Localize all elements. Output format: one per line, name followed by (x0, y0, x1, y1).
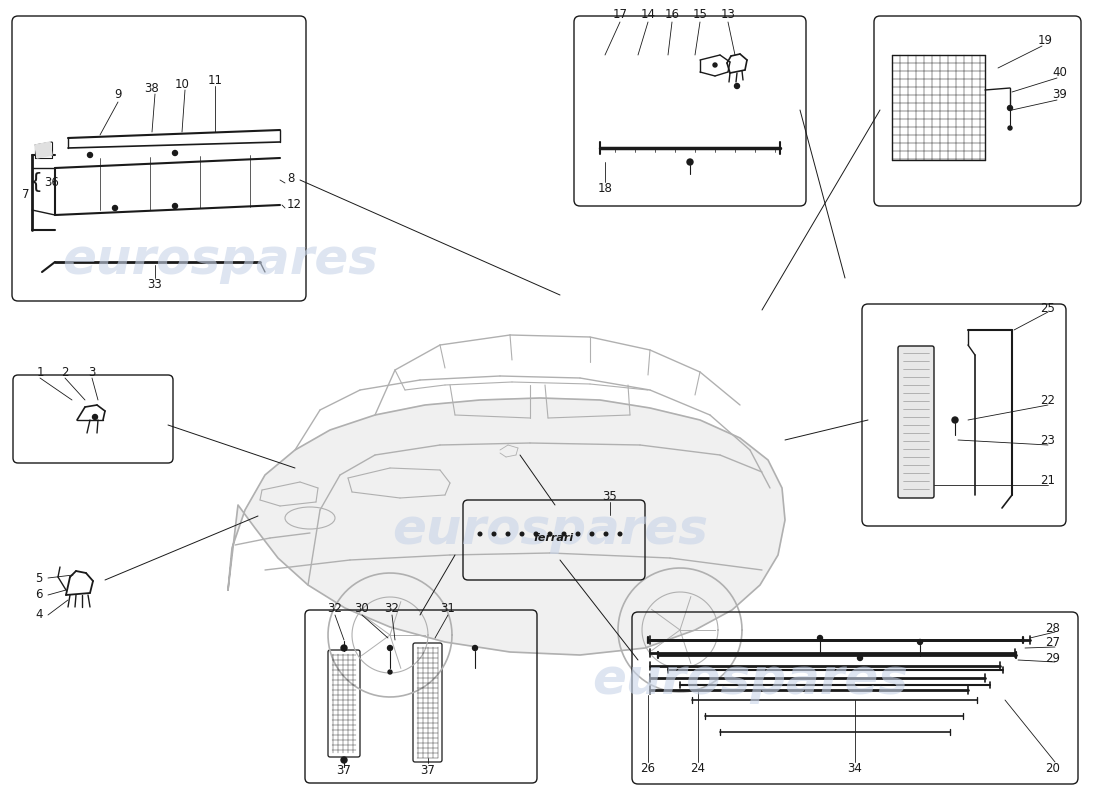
Circle shape (341, 645, 346, 651)
Circle shape (688, 159, 693, 165)
Text: 6: 6 (35, 589, 43, 602)
Circle shape (917, 639, 923, 645)
Circle shape (173, 203, 177, 209)
Circle shape (735, 83, 739, 89)
Text: 3: 3 (88, 366, 96, 378)
Text: 28: 28 (1045, 622, 1060, 634)
Text: 33: 33 (147, 278, 163, 291)
Text: 2: 2 (62, 366, 68, 378)
Text: 1: 1 (36, 366, 44, 378)
Text: 34: 34 (848, 762, 862, 774)
Circle shape (535, 532, 538, 536)
Text: eurospares: eurospares (592, 656, 908, 704)
Text: 10: 10 (175, 78, 189, 90)
Text: 15: 15 (693, 9, 707, 22)
Text: 24: 24 (691, 762, 705, 774)
Circle shape (576, 532, 580, 536)
Text: 8: 8 (287, 171, 295, 185)
Circle shape (387, 646, 393, 650)
Text: 26: 26 (640, 762, 656, 774)
Circle shape (604, 532, 608, 536)
Text: 7: 7 (22, 189, 30, 202)
Circle shape (618, 532, 621, 536)
FancyBboxPatch shape (898, 346, 934, 498)
Text: 22: 22 (1040, 394, 1055, 406)
Text: 5: 5 (35, 571, 43, 585)
Text: 21: 21 (1040, 474, 1055, 486)
Circle shape (92, 414, 98, 419)
Text: 11: 11 (208, 74, 222, 86)
Text: 14: 14 (640, 9, 656, 22)
Text: {: { (28, 172, 42, 192)
Circle shape (520, 532, 524, 536)
Text: 31: 31 (441, 602, 455, 614)
Text: 19: 19 (1037, 34, 1053, 46)
Polygon shape (35, 142, 52, 158)
Text: 4: 4 (35, 609, 43, 622)
Text: 16: 16 (664, 9, 680, 22)
Text: 13: 13 (720, 9, 736, 22)
Text: 18: 18 (597, 182, 613, 194)
Text: 35: 35 (603, 490, 617, 502)
Circle shape (591, 532, 594, 536)
Circle shape (713, 63, 717, 67)
Text: 23: 23 (1041, 434, 1055, 446)
Circle shape (341, 757, 346, 763)
Text: 32: 32 (385, 602, 399, 614)
Text: 29: 29 (1045, 651, 1060, 665)
Circle shape (817, 635, 823, 641)
Circle shape (506, 532, 509, 536)
Text: 32: 32 (328, 602, 342, 614)
Circle shape (952, 417, 958, 423)
Circle shape (112, 206, 118, 210)
Text: 9: 9 (114, 89, 122, 102)
Circle shape (492, 532, 496, 536)
Circle shape (1008, 126, 1012, 130)
Text: ferrari: ferrari (534, 533, 574, 543)
Text: eurospares: eurospares (62, 236, 378, 284)
Text: 12: 12 (287, 198, 303, 211)
Text: 36: 36 (45, 177, 59, 190)
Circle shape (473, 646, 477, 650)
Text: 39: 39 (1053, 89, 1067, 102)
Text: 37: 37 (337, 763, 351, 777)
Text: 37: 37 (420, 763, 436, 777)
Circle shape (1008, 106, 1012, 110)
Text: eurospares: eurospares (392, 506, 708, 554)
Circle shape (548, 532, 552, 536)
Text: 40: 40 (1053, 66, 1067, 78)
Text: 38: 38 (144, 82, 159, 94)
Text: 17: 17 (613, 9, 627, 22)
Circle shape (88, 153, 92, 158)
Text: 30: 30 (354, 602, 370, 614)
Circle shape (173, 150, 177, 155)
Polygon shape (228, 398, 785, 655)
Circle shape (858, 655, 862, 661)
Circle shape (388, 670, 392, 674)
Text: 27: 27 (1045, 637, 1060, 650)
Text: 25: 25 (1041, 302, 1055, 314)
Circle shape (562, 532, 565, 536)
Circle shape (478, 532, 482, 536)
Text: 20: 20 (1045, 762, 1060, 774)
